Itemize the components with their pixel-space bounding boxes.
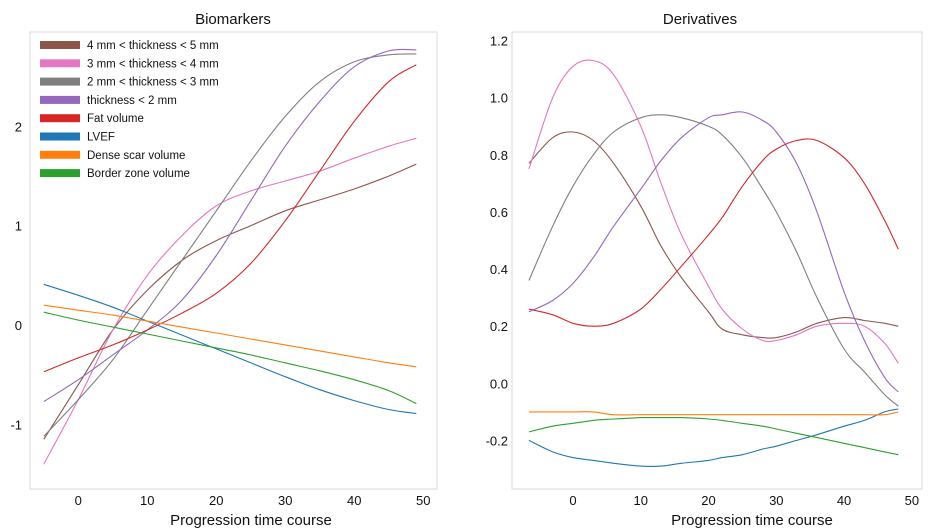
x-tick-label: 0 [75,493,82,508]
legend-label: 4 mm < thickness < 5 mm [87,40,219,52]
y-tick-label: 0 [15,318,22,333]
x-tick-label: 30 [769,493,783,508]
x-tick-label: 10 [634,493,648,508]
biomarkers-series-group [43,48,417,465]
derivatives-plot-frame [511,31,923,490]
derivatives-y-ticks: -0.2 0.0 0.2 0.4 0.6 0.8 1.0 1.2 [486,34,508,449]
legend-label: Border zone volume [87,168,190,180]
y-tick-label: -0.2 [486,433,508,448]
x-tick-label: 40 [837,493,851,508]
x-tick-label: 0 [569,493,576,508]
x-tick-label: 50 [905,493,919,508]
legend-label: Fat volume [87,113,144,125]
series-line-2 [43,53,417,437]
y-tick-label: 0.4 [490,262,508,277]
legend-swatch [40,41,80,49]
derivatives-title: Derivatives [663,11,737,28]
y-tick-label: 2 [15,119,22,134]
y-tick-label: 0.0 [490,376,508,391]
biomarkers-plot-frame [29,31,438,490]
series-line-5 [43,283,417,415]
series-line-5 [528,408,899,468]
legend-label: LVEF [87,132,115,144]
x-tick-label: 10 [140,493,154,508]
y-tick-label: -1 [10,417,22,432]
legend-swatch [40,95,80,104]
series-line-0 [43,163,417,440]
series-line-6 [43,304,417,368]
x-tick-label: 20 [209,493,223,508]
derivatives-panel: Derivatives -0.2 0.0 0.2 0.4 0.6 0.8 1.0 1.2 0 1… [486,11,923,529]
legend-swatch [40,169,80,178]
biomarkers-legend: 4 mm < thickness < 5 mm 3 mm < thickness … [40,40,219,180]
series-line-1 [528,59,899,364]
biomarkers-x-ticks: 0 10 20 30 40 50 [75,493,431,508]
series-line-3 [43,48,417,403]
derivatives-series-group [528,59,899,468]
y-tick-label: 0.6 [490,205,508,220]
series-line-3 [528,111,899,393]
legend-label: Dense scar volume [87,150,185,162]
y-tick-label: 1 [15,219,22,234]
legend-swatch [40,59,80,68]
x-tick-label: 30 [278,493,292,508]
series-line-7 [528,416,899,456]
series-line-1 [43,137,417,465]
series-line-2 [528,114,899,407]
legend-label: 2 mm < thickness < 3 mm [87,77,219,89]
derivatives-x-ticks: 0 10 20 30 40 50 [569,493,919,508]
biomarkers-panel: Biomarkers -1 0 1 2 0 10 20 30 40 50 4 mm < thic… [10,11,438,529]
y-tick-label: 1.2 [490,34,508,49]
legend-label: thickness < 2 mm [87,95,177,107]
series-line-7 [43,311,417,405]
x-tick-label: 50 [416,493,430,508]
y-tick-label: 0.2 [490,319,508,334]
legend-swatch [40,77,80,86]
legend-swatch [40,114,80,123]
x-tick-label: 40 [347,493,361,508]
legend-swatch [40,150,80,159]
biomarkers-x-axis-label: Progression time course [170,512,332,529]
biomarkers-y-ticks: -1 0 1 2 [10,119,22,432]
legend-label: 3 mm < thickness < 4 mm [87,58,219,70]
series-line-4 [43,64,417,373]
x-tick-label: 20 [701,493,715,508]
y-tick-label: 0.8 [490,148,508,163]
series-line-6 [528,411,899,416]
biomarkers-title: Biomarkers [195,11,271,28]
legend-swatch [40,132,80,141]
y-tick-label: 1.0 [490,91,508,106]
derivatives-x-axis-label: Progression time course [671,512,833,529]
series-line-4 [528,138,899,327]
series-line-0 [528,131,899,339]
